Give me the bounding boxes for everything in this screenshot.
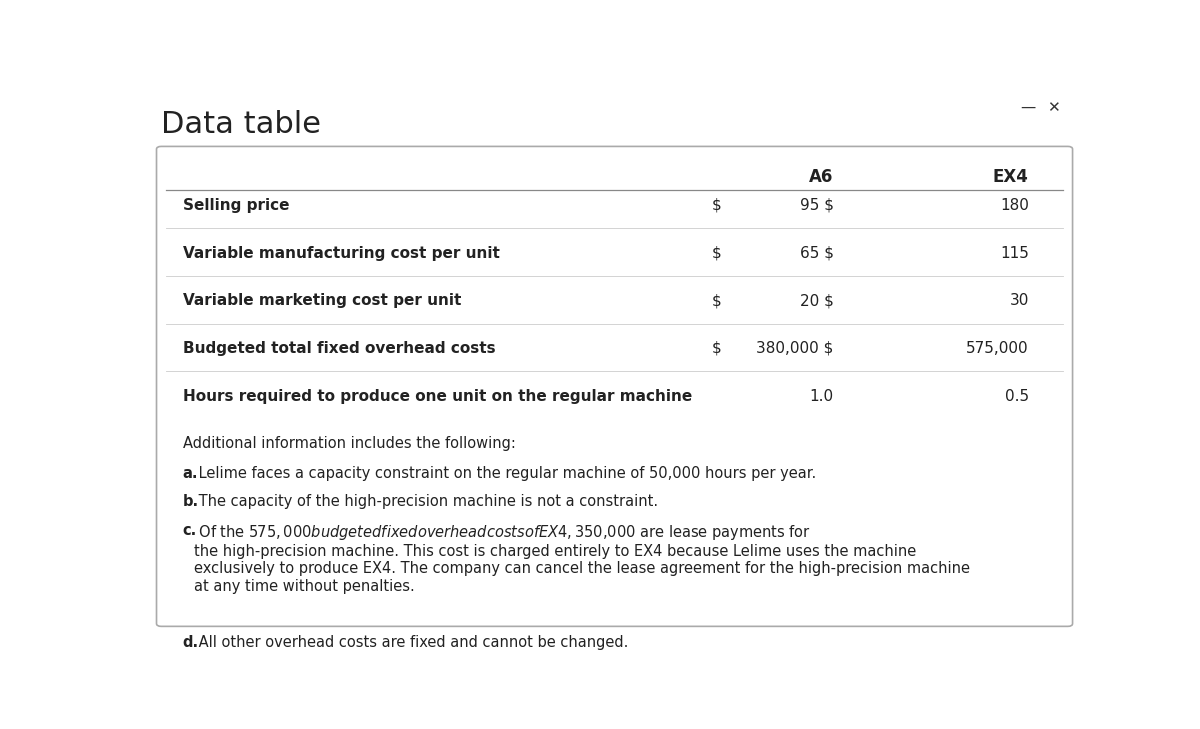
Text: EX4: EX4 xyxy=(992,168,1028,186)
Text: c.: c. xyxy=(182,523,197,537)
Text: A6: A6 xyxy=(809,168,834,186)
Text: Selling price: Selling price xyxy=(182,198,289,213)
Text: Of the $575,000 budgeted fixed overhead costs of EX4, $350,000 are lease payment: Of the $575,000 budgeted fixed overhead … xyxy=(194,523,970,593)
Text: $: $ xyxy=(713,198,722,213)
Text: 1.0: 1.0 xyxy=(810,389,834,404)
Text: $: $ xyxy=(713,293,722,308)
Text: ✕: ✕ xyxy=(1046,100,1060,115)
Text: Variable manufacturing cost per unit: Variable manufacturing cost per unit xyxy=(182,246,499,260)
Text: 30: 30 xyxy=(1009,293,1028,308)
Text: b.: b. xyxy=(182,494,199,510)
Text: 20 $: 20 $ xyxy=(799,293,834,308)
Text: 380,000 $: 380,000 $ xyxy=(756,341,834,356)
Text: $: $ xyxy=(713,246,722,260)
Text: —: — xyxy=(1020,100,1036,115)
FancyBboxPatch shape xyxy=(156,147,1073,626)
Text: 180: 180 xyxy=(1000,198,1028,213)
Text: Hours required to produce one unit on the regular machine: Hours required to produce one unit on th… xyxy=(182,389,691,404)
Text: $: $ xyxy=(713,341,722,356)
Text: The capacity of the high-precision machine is not a constraint.: The capacity of the high-precision machi… xyxy=(194,494,658,510)
Text: Variable marketing cost per unit: Variable marketing cost per unit xyxy=(182,293,461,308)
Text: 0.5: 0.5 xyxy=(1004,389,1028,404)
Text: 65 $: 65 $ xyxy=(799,246,834,260)
Text: Budgeted total fixed overhead costs: Budgeted total fixed overhead costs xyxy=(182,341,496,356)
Text: Data table: Data table xyxy=(161,110,322,139)
Text: 115: 115 xyxy=(1000,246,1028,260)
Text: a.: a. xyxy=(182,467,198,481)
Text: 95 $: 95 $ xyxy=(799,198,834,213)
Text: 575,000: 575,000 xyxy=(966,341,1028,356)
Text: All other overhead costs are fixed and cannot be changed.: All other overhead costs are fixed and c… xyxy=(194,635,629,650)
Text: Additional information includes the following:: Additional information includes the foll… xyxy=(182,435,516,451)
Text: Lelime faces a capacity constraint on the regular machine of 50,000 hours per ye: Lelime faces a capacity constraint on th… xyxy=(194,467,816,481)
Text: d.: d. xyxy=(182,635,199,650)
